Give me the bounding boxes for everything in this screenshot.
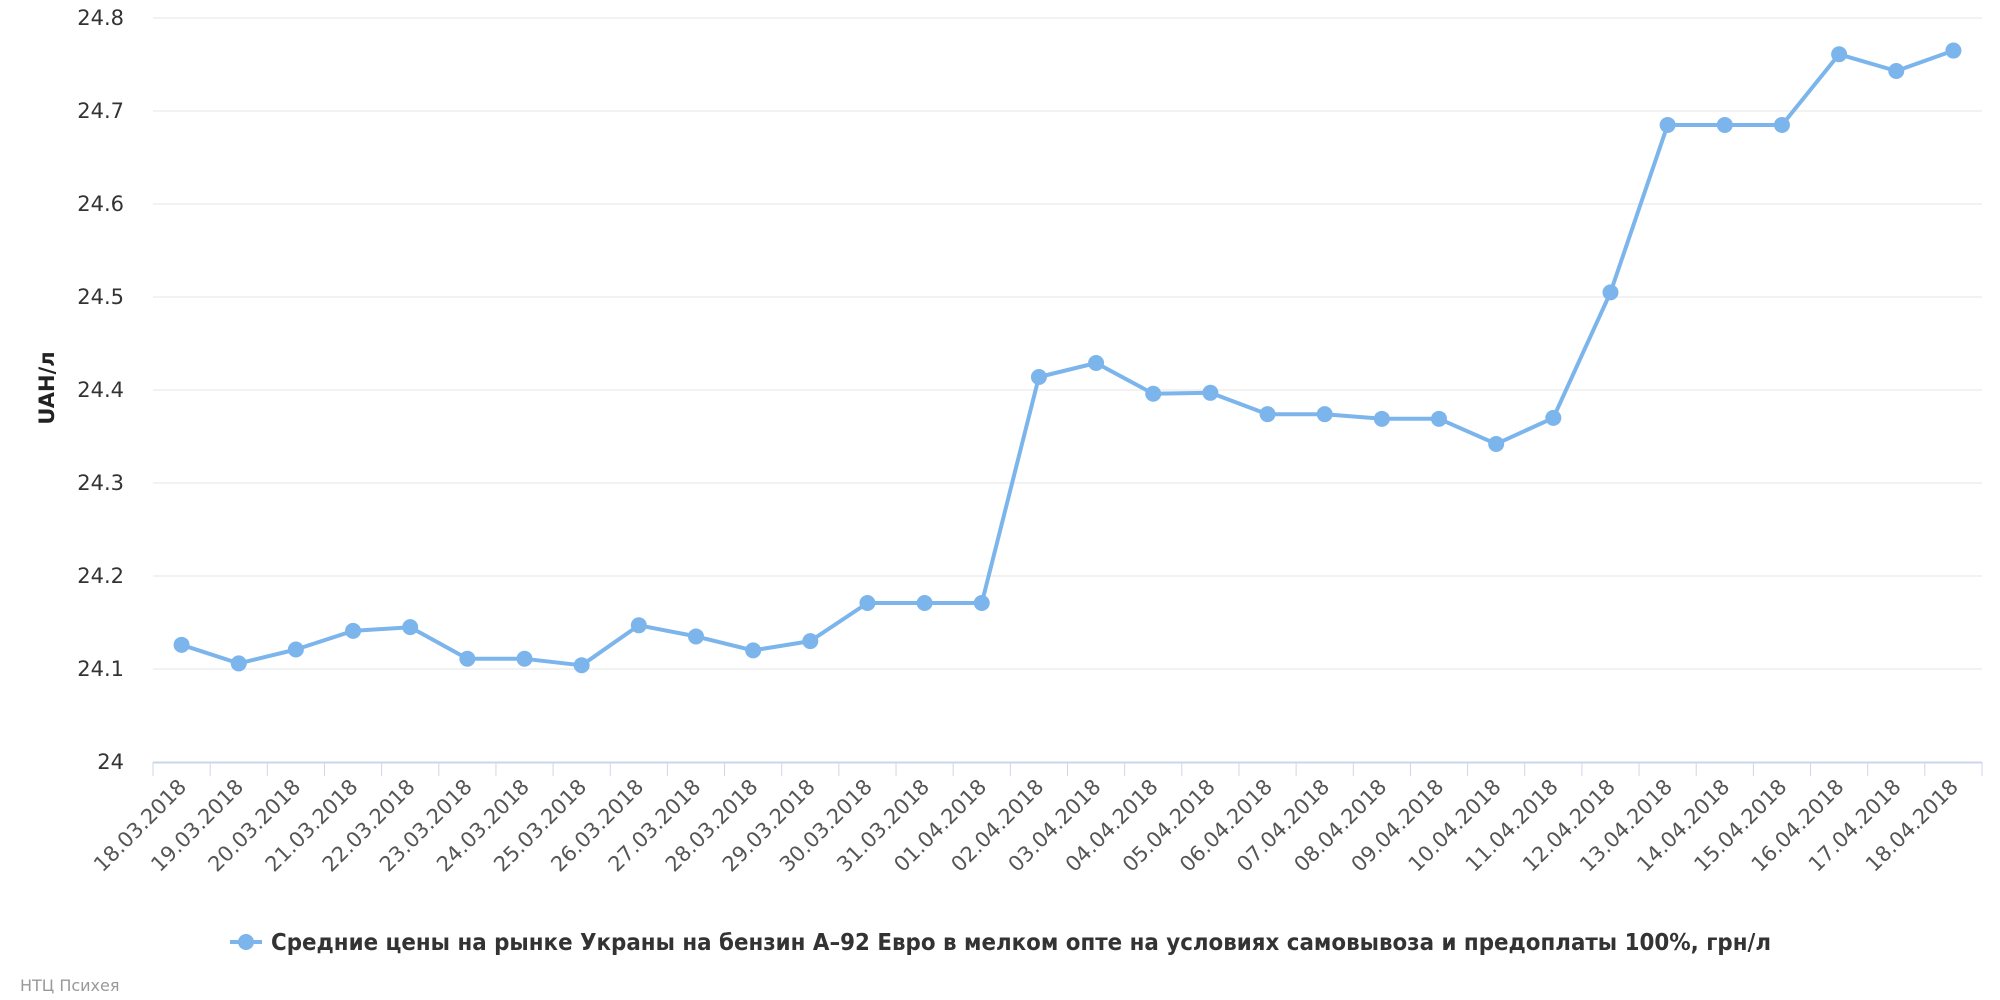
data-point[interactable]: [1202, 384, 1219, 401]
data-point[interactable]: [1773, 116, 1790, 133]
data-point[interactable]: [1488, 435, 1505, 452]
series-group: [173, 42, 1962, 674]
data-point[interactable]: [516, 650, 533, 667]
data-point[interactable]: [1145, 385, 1162, 402]
data-point[interactable]: [802, 633, 819, 650]
y-tick-label: 24.7: [77, 99, 124, 123]
y-tick-label: 24.8: [77, 6, 124, 30]
data-point[interactable]: [1831, 46, 1848, 63]
legend[interactable]: Средние цены на рынке Украны на бензин А…: [230, 930, 1771, 956]
data-point[interactable]: [345, 622, 362, 639]
data-point[interactable]: [630, 617, 647, 634]
data-point[interactable]: [1316, 406, 1333, 423]
x-axis: 18.03.201819.03.201820.03.201821.03.2018…: [89, 761, 1983, 877]
legend-marker-symbol: [238, 934, 254, 950]
data-point[interactable]: [459, 650, 476, 667]
data-point[interactable]: [687, 628, 704, 645]
data-point[interactable]: [1373, 410, 1390, 427]
data-point[interactable]: [1030, 368, 1047, 385]
y-tick-label: 24.5: [77, 285, 124, 309]
data-point[interactable]: [230, 655, 247, 672]
credits[interactable]: НТЦ Психея: [20, 976, 120, 995]
data-point[interactable]: [173, 636, 190, 653]
data-point[interactable]: [916, 594, 933, 611]
y-axis-title: UAH/л: [35, 351, 59, 424]
data-point[interactable]: [1088, 355, 1105, 372]
y-tick-label: 24.4: [77, 378, 124, 402]
y-tick-label: 24.2: [77, 564, 124, 588]
data-point[interactable]: [1259, 406, 1276, 423]
y-tick-label: 24.6: [77, 192, 124, 216]
y-tick-label: 24.3: [77, 471, 124, 495]
data-point[interactable]: [1716, 116, 1733, 133]
data-point[interactable]: [859, 594, 876, 611]
data-point[interactable]: [1431, 410, 1448, 427]
y-tick-label: 24.1: [77, 657, 124, 681]
data-point[interactable]: [1602, 284, 1619, 301]
grid-lines: [153, 17, 1982, 670]
data-point[interactable]: [573, 657, 590, 674]
data-point[interactable]: [1545, 409, 1562, 426]
data-point[interactable]: [1945, 42, 1962, 59]
data-point[interactable]: [287, 641, 304, 658]
data-point[interactable]: [1888, 63, 1905, 80]
data-point[interactable]: [973, 594, 990, 611]
legend-item-label[interactable]: Средние цены на рынке Украны на бензин А…: [271, 930, 1771, 956]
series-line: [179, 48, 1956, 668]
data-point[interactable]: [402, 619, 419, 636]
y-tick-label: 24: [97, 750, 124, 774]
data-point[interactable]: [1659, 116, 1676, 133]
data-point[interactable]: [745, 642, 762, 659]
y-axis: 24 24.1 24.2 24.3 24.4 24.5 24.6 24.7 24.8: [77, 6, 124, 774]
